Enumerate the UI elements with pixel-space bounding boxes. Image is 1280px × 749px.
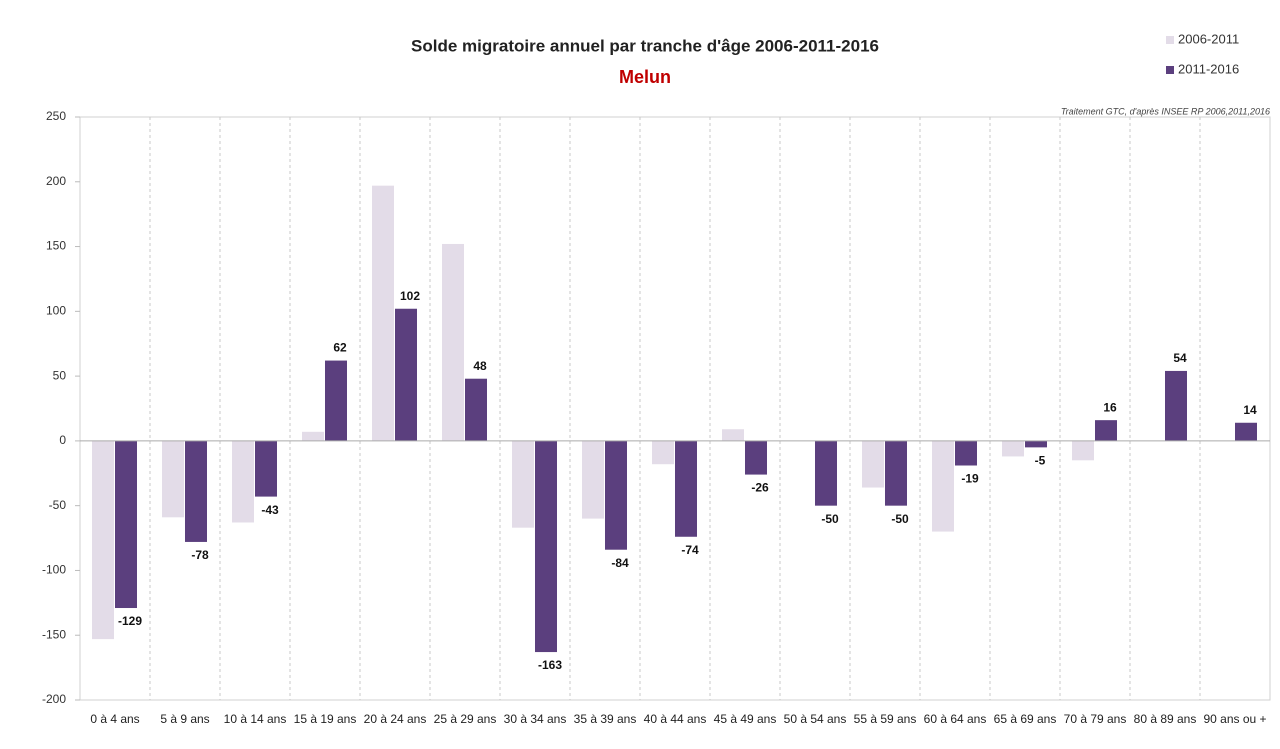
- bar: [325, 360, 347, 441]
- bar: [92, 440, 114, 640]
- y-tick-label: 250: [46, 109, 66, 123]
- annotation: Traitement GTC, d'après INSEE RP 2006,20…: [1061, 106, 1270, 116]
- legend-swatch: [1166, 36, 1174, 44]
- chart-subtitle: Melun: [619, 67, 671, 87]
- bar: [885, 440, 907, 506]
- data-label: -43: [261, 503, 279, 517]
- y-tick-label: -150: [42, 627, 66, 641]
- data-label: -19: [961, 472, 979, 486]
- y-tick-label: -100: [42, 563, 66, 577]
- bar: [1002, 440, 1024, 457]
- bar: [815, 440, 837, 506]
- bar: [185, 440, 207, 542]
- data-label: 16: [1103, 400, 1117, 414]
- bar: [745, 440, 767, 475]
- x-tick-label: 0 à 4 ans: [90, 712, 140, 726]
- data-label: 62: [333, 341, 347, 355]
- x-tick-label: 80 à 89 ans: [1133, 712, 1197, 726]
- bar: [582, 440, 604, 519]
- bar: [932, 440, 954, 532]
- bar: [955, 440, 977, 466]
- data-label: -50: [891, 512, 909, 526]
- bar: [1072, 440, 1094, 461]
- chart-title: Solde migratoire annuel par tranche d'âg…: [411, 36, 879, 55]
- x-tick-label: 45 à 49 ans: [713, 712, 777, 726]
- bar: [465, 378, 487, 441]
- bar: [722, 429, 744, 441]
- data-label: -84: [611, 556, 629, 570]
- bar: [652, 440, 674, 465]
- x-tick-label: 20 à 24 ans: [363, 712, 427, 726]
- x-tick-label: 90 ans ou +: [1203, 712, 1267, 726]
- data-label: -78: [191, 548, 209, 562]
- data-label: 54: [1173, 351, 1187, 365]
- x-tick-label: 10 à 14 ans: [223, 712, 287, 726]
- bar: [675, 440, 697, 537]
- legend-label: 2006-2011: [1178, 31, 1239, 46]
- data-label: -5: [1035, 454, 1046, 468]
- bar: [232, 440, 254, 523]
- bar: [255, 440, 277, 497]
- y-tick-label: 150: [46, 239, 66, 253]
- bar: [512, 440, 534, 528]
- legend-label: 2011-2016: [1178, 61, 1239, 76]
- bar: [395, 308, 417, 441]
- data-label: -50: [821, 512, 839, 526]
- x-tick-label: 5 à 9 ans: [160, 712, 210, 726]
- data-label: -129: [118, 614, 142, 628]
- y-tick-label: -50: [49, 498, 67, 512]
- data-label: 14: [1243, 403, 1257, 417]
- y-tick-label: 200: [46, 174, 66, 188]
- x-tick-label: 35 à 39 ans: [573, 712, 637, 726]
- legend-swatch: [1166, 66, 1174, 74]
- x-tick-label: 25 à 29 ans: [433, 712, 497, 726]
- bar: [162, 440, 184, 518]
- bar: [1025, 440, 1047, 448]
- x-tick-label: 15 à 19 ans: [293, 712, 357, 726]
- x-tick-label: 55 à 59 ans: [853, 712, 917, 726]
- y-tick-label: 0: [59, 433, 66, 447]
- x-tick-label: 60 à 64 ans: [923, 712, 987, 726]
- y-tick-label: -200: [42, 692, 66, 706]
- data-label: 48: [473, 359, 487, 373]
- bar: [1235, 422, 1257, 441]
- x-tick-label: 70 à 79 ans: [1063, 712, 1127, 726]
- data-label: -163: [538, 658, 562, 672]
- bar: [862, 440, 884, 488]
- bar: [605, 440, 627, 550]
- bar: [302, 431, 324, 441]
- bar: [535, 440, 557, 653]
- y-tick-label: 100: [46, 304, 66, 318]
- data-label: 102: [400, 289, 420, 303]
- bar: [1095, 420, 1117, 441]
- bar: [115, 440, 137, 609]
- data-label: -74: [681, 543, 699, 557]
- plot-area: [79, 116, 1271, 701]
- y-tick-label: 50: [53, 368, 67, 382]
- x-tick-label: 30 à 34 ans: [503, 712, 567, 726]
- bar: [372, 185, 394, 441]
- x-tick-label: 50 à 54 ans: [783, 712, 847, 726]
- x-tick-label: 65 à 69 ans: [993, 712, 1057, 726]
- bar: [1165, 370, 1187, 441]
- bar: [442, 243, 464, 441]
- data-label: -26: [751, 481, 769, 495]
- x-tick-label: 40 à 44 ans: [643, 712, 707, 726]
